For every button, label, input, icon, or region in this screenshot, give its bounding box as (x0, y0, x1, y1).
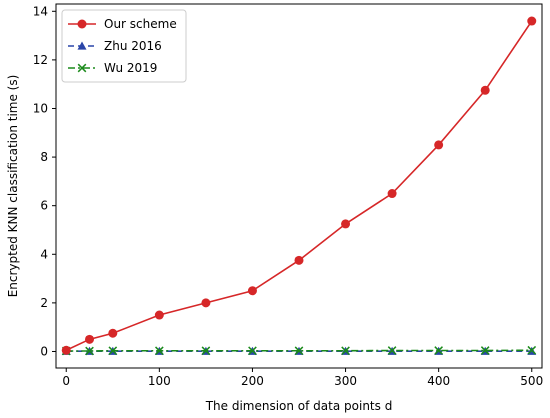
data-point-wu-2019 (434, 346, 443, 355)
y-tick-label: 10 (33, 101, 48, 115)
data-point-wu-2019 (201, 346, 211, 356)
y-tick-label: 8 (40, 150, 48, 164)
y-tick-label: 2 (40, 296, 48, 310)
data-point-wu-2019 (155, 346, 164, 356)
y-tick-label: 4 (40, 247, 48, 261)
x-axis: 0 100 200 300 400 500 (62, 368, 543, 388)
data-point-our-scheme (294, 255, 304, 265)
x-axis-title: The dimension of data points d (205, 399, 393, 413)
data-point-wu-2019 (108, 346, 118, 356)
data-point-wu-2019 (294, 346, 304, 356)
legend-item-zhu-2016: Zhu 2016 (68, 39, 162, 53)
data-point-our-scheme (434, 140, 444, 150)
y-axis: 0 2 4 6 8 10 12 14 (33, 4, 56, 358)
legend-label: Zhu 2016 (104, 39, 162, 53)
y-tick-label: 12 (33, 53, 48, 67)
x-tick-label: 500 (520, 374, 543, 388)
data-point-our-scheme (201, 298, 211, 308)
data-point-our-scheme (154, 310, 164, 320)
data-point-our-scheme (387, 189, 397, 199)
data-point-wu-2019 (248, 346, 257, 356)
legend-item-wu-2019: Wu 2019 (68, 61, 157, 75)
series-wu-2019 (61, 345, 537, 356)
legend-marker (77, 41, 87, 50)
data-point-our-scheme (61, 345, 71, 355)
legend-marker (77, 19, 87, 29)
data-point-wu-2019 (480, 346, 490, 355)
y-tick-label: 14 (33, 4, 48, 18)
x-tick-label: 400 (427, 374, 450, 388)
data-point-our-scheme (108, 328, 118, 338)
legend-frame (61, 9, 187, 83)
legend-label: Wu 2019 (104, 61, 157, 75)
data-point-wu-2019 (387, 346, 397, 355)
series-layer (61, 16, 537, 356)
legend-item-our-scheme: Our scheme (68, 17, 177, 31)
legend-marker (77, 63, 87, 73)
series-our-scheme (61, 16, 537, 355)
data-point-our-scheme (85, 334, 95, 344)
data-point-our-scheme (527, 16, 537, 26)
y-tick-label: 0 (40, 344, 48, 358)
x-tick-label: 100 (148, 374, 171, 388)
data-point-wu-2019 (527, 345, 537, 355)
legend: Our scheme Zhu 2016 Wu 2019 (61, 9, 187, 83)
data-point-our-scheme (247, 286, 257, 296)
series-line-wu-2019 (66, 349, 532, 352)
data-point-our-scheme (341, 219, 351, 229)
data-point-wu-2019 (85, 346, 94, 356)
data-point-our-scheme (480, 85, 490, 95)
legend-label: Our scheme (104, 17, 177, 31)
x-tick-label: 300 (334, 374, 357, 388)
y-axis-title: Encrypted KNN classification time (s) (6, 75, 20, 298)
x-tick-label: 200 (241, 374, 264, 388)
y-tick-label: 6 (40, 199, 48, 213)
data-point-wu-2019 (341, 346, 350, 356)
x-tick-label: 0 (62, 374, 70, 388)
